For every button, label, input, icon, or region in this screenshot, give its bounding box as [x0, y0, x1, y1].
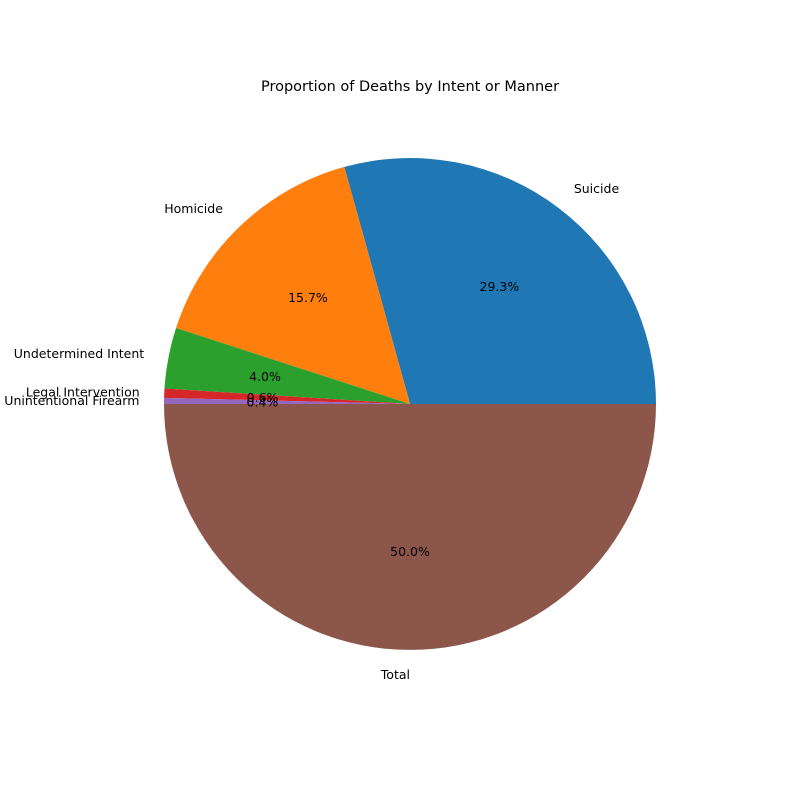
slice-label-total: Total	[380, 667, 410, 682]
pie-slice-legal-intervention	[164, 388, 410, 404]
chart-title: Proportion of Deaths by Intent or Manner	[261, 79, 559, 95]
percent-label-unintentional-firearm: 0.4%	[247, 395, 279, 410]
pie-slice-total	[164, 404, 656, 650]
slice-label-suicide: Suicide	[574, 181, 620, 196]
slice-label-legal-intervention: Legal Intervention	[26, 385, 140, 400]
percent-label-suicide: 29.3%	[480, 279, 520, 294]
pie-slice-homicide	[176, 166, 410, 404]
pie-slice-unintentional-firearm	[164, 397, 410, 404]
slice-label-unintentional-firearm: Unintentional Firearm	[4, 393, 139, 408]
percent-label-homicide: 15.7%	[288, 290, 328, 305]
percent-label-undetermined-intent: 4.0%	[249, 369, 281, 384]
percent-label-total: 50.0%	[390, 544, 430, 559]
slice-label-undetermined-intent: Undetermined Intent	[14, 346, 145, 361]
slice-label-homicide: Homicide	[164, 201, 223, 216]
pie-slice-suicide	[344, 158, 656, 404]
pie-slice-undetermined-intent	[164, 327, 410, 404]
percent-label-legal-intervention: 0.6%	[247, 390, 279, 405]
